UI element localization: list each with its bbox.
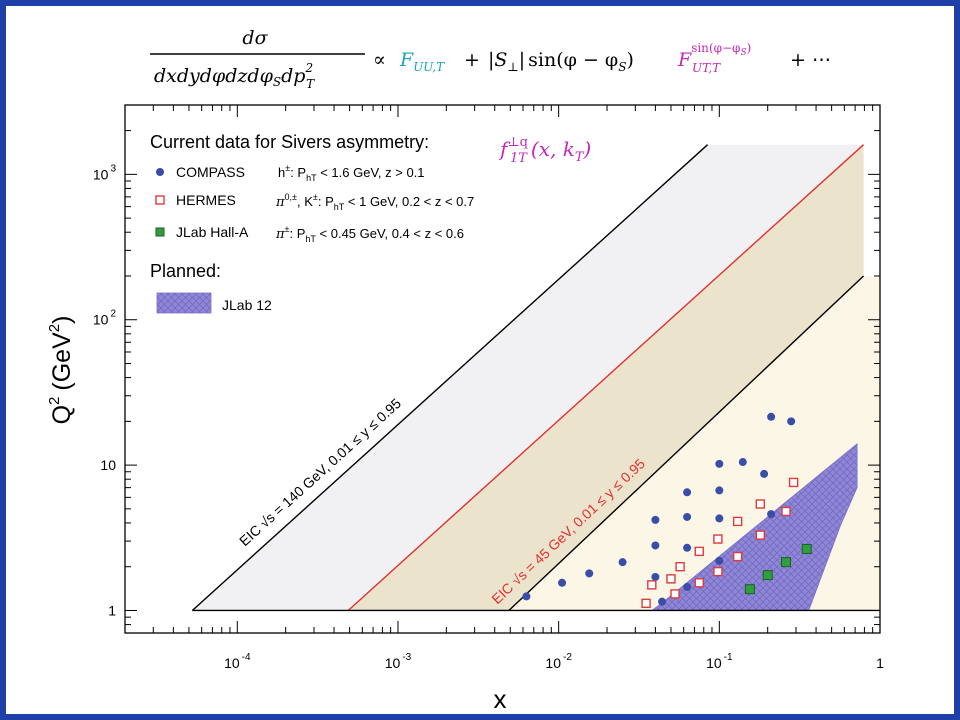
eic-45-line-upper <box>347 144 865 612</box>
formula-term-spin: |S⊥| sin(φ − φS) <box>488 49 634 74</box>
y-axis-label: Q2(GeV2) <box>46 316 76 425</box>
formula-term-fut-subscript: UT,T <box>692 61 721 75</box>
x-tick-label: 10 -4 <box>224 652 251 671</box>
legend-label-jlab: JLab Hall-A <box>176 224 249 240</box>
point-compass-11 <box>683 488 692 497</box>
legend-marker-jlab12 <box>156 292 212 314</box>
x-tick-label: 10 -1 <box>706 652 733 671</box>
point-compass-9 <box>683 543 692 552</box>
point-compass-13 <box>715 514 724 523</box>
x-axis-label: x <box>494 684 507 714</box>
point-hermes-1 <box>647 580 657 590</box>
eic-140-band <box>192 144 864 611</box>
point-compass-16 <box>738 458 747 467</box>
point-hermes-14 <box>788 477 799 488</box>
plot-area-frame <box>124 104 881 634</box>
point-hermes-7 <box>713 566 723 577</box>
point-compass-3 <box>618 558 627 567</box>
legend-label-hermes: HERMES <box>176 192 236 208</box>
legend-cuts-compass: h±: PhT < 1.6 GeV, z > 0.1 <box>278 163 425 183</box>
formula-propto: ∝ <box>373 49 386 71</box>
point-compass-17 <box>760 469 769 478</box>
y-tick-label: 1 <box>108 602 116 618</box>
point-compass-5 <box>651 541 660 550</box>
point-compass-2 <box>585 569 594 578</box>
point-compass-7 <box>658 597 667 606</box>
point-compass-8 <box>683 583 692 592</box>
point-compass-15 <box>715 459 724 468</box>
legend-marker-hermes <box>155 195 165 205</box>
formula-numerator: dσ <box>242 27 268 49</box>
legend-label-compass: COMPASS <box>176 164 245 180</box>
x-tick-label: 10 -2 <box>545 652 572 671</box>
point-compass-6 <box>651 515 660 524</box>
point-hermes-2 <box>666 574 676 584</box>
legend-cuts-jlab: π±: PhT < 0.45 GeV, 0.4 < z < 0.6 <box>275 224 464 244</box>
point-jlab-hall-a-2 <box>781 557 792 568</box>
legend-marker-jlab <box>155 227 165 237</box>
point-hermes-3 <box>670 589 680 599</box>
formula-plus: + <box>464 49 480 71</box>
legend-title: Current data for Sivers asymmetry: <box>150 132 429 152</box>
formula-term-fut: Fsin(φ−φS) <box>677 41 751 71</box>
x-tick-label: 10 -3 <box>385 652 412 671</box>
point-compass-0 <box>522 592 531 601</box>
point-jlab-hall-a-0 <box>744 584 755 595</box>
eic-45-line-lower <box>508 275 865 611</box>
legend-planned-title: Planned: <box>150 261 221 281</box>
sivers-cross-section-formula: dσ dxdydφdzdφSdp2 T ∝ FUU,T + |S⊥| sin(φ −… <box>150 27 831 91</box>
point-jlab-hall-a-3 <box>801 543 812 554</box>
point-hermes-6 <box>694 546 704 557</box>
point-jlab-hall-a-1 <box>762 570 773 581</box>
legend: Current data for Sivers asymmetry: f⊥q 1T… <box>150 132 591 314</box>
point-compass-1 <box>558 578 567 587</box>
legend-marker-compass <box>156 168 164 176</box>
point-hermes-13 <box>781 506 791 517</box>
formula-tail: + ⋯ <box>790 49 831 71</box>
y-tick-label: 10 3 <box>93 163 117 182</box>
point-compass-10 <box>683 512 692 521</box>
point-compass-19 <box>767 412 776 421</box>
formula-term-fuut: FUU,T <box>399 49 445 74</box>
point-compass-20 <box>787 417 796 426</box>
point-hermes-4 <box>675 562 685 572</box>
legend-sivers-function: f⊥q 1T (x, kT) <box>498 135 591 166</box>
point-hermes-12 <box>755 499 766 509</box>
point-compass-12 <box>715 556 724 565</box>
point-hermes-8 <box>713 534 723 544</box>
point-hermes-11 <box>755 530 766 540</box>
eic-140-line <box>191 144 709 612</box>
point-hermes-9 <box>732 551 743 562</box>
y-tick-label: 10 2 <box>93 309 117 328</box>
point-hermes-0 <box>641 598 651 609</box>
legend-cuts-hermes: π0,±, K±: PhT < 1 GeV, 0.2 < z < 0.7 <box>275 192 474 212</box>
y-tick-label: 10 <box>100 457 116 473</box>
point-compass-18 <box>767 510 776 519</box>
x-tick-label: 1 <box>876 655 884 671</box>
point-hermes-5 <box>694 578 704 588</box>
formula-denominator: dxdydφdzdφSdp2 T <box>154 61 315 91</box>
legend-label-jlab12: JLab 12 <box>222 297 272 313</box>
point-hermes-10 <box>732 516 743 527</box>
point-compass-14 <box>715 486 724 495</box>
point-compass-4 <box>651 572 660 581</box>
